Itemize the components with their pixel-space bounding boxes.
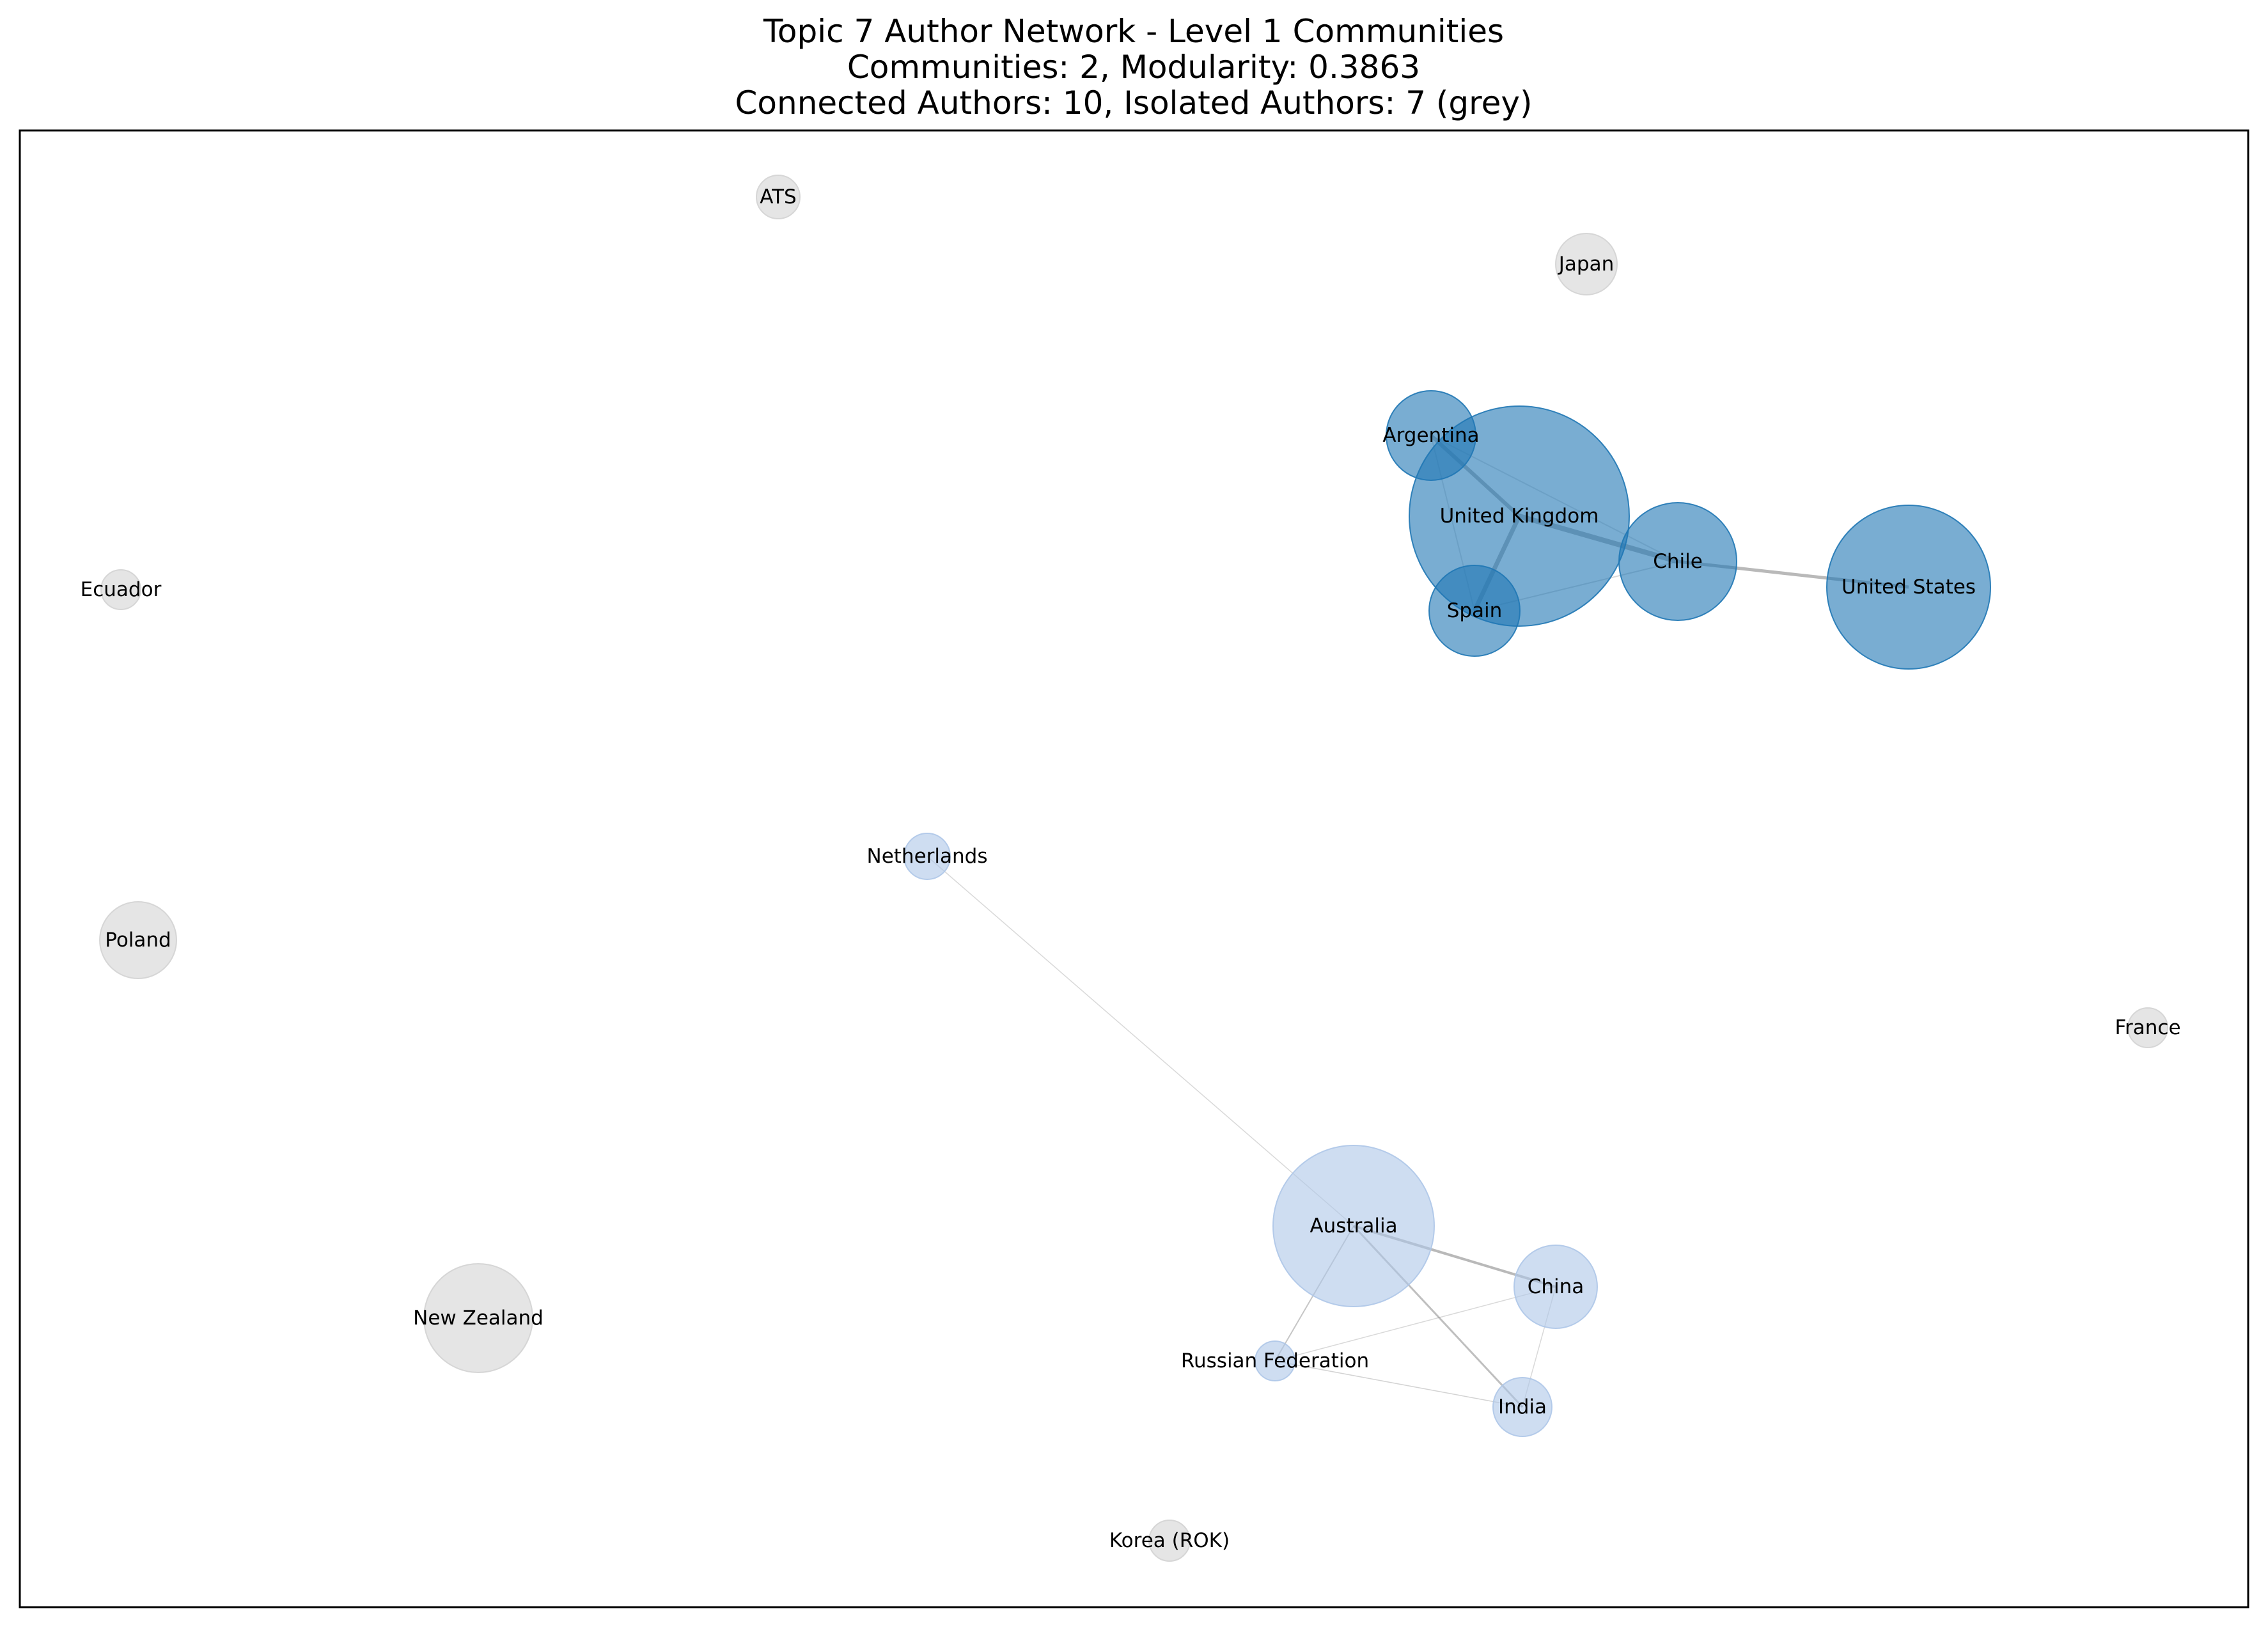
node-label-united-kingdom: United Kingdom	[1440, 505, 1599, 528]
title-line-3: Connected Authors: 10, Isolated Authors:…	[735, 84, 1533, 122]
node-ecuador[interactable]	[100, 569, 141, 610]
node-label-netherlands: Netherlands	[867, 845, 988, 868]
node-label-spain: Spain	[1447, 599, 1503, 622]
node-korea-rok[interactable]	[1148, 1520, 1191, 1562]
node-russian-federation[interactable]	[1255, 1340, 1295, 1381]
node-india[interactable]	[1492, 1377, 1552, 1437]
nodes-layer	[99, 175, 2168, 1562]
node-france[interactable]	[2127, 1007, 2168, 1048]
node-poland[interactable]	[99, 901, 177, 979]
node-label-france: France	[2115, 1016, 2180, 1039]
plot-frame	[19, 129, 2249, 1608]
node-label-india: India	[1498, 1395, 1547, 1419]
title-line-2: Communities: 2, Modularity: 0.3863	[847, 49, 1420, 86]
node-label-chile: Chile	[1653, 550, 1703, 573]
node-new-zealand[interactable]	[423, 1263, 533, 1373]
node-label-australia: Australia	[1310, 1214, 1397, 1238]
node-label-china: China	[1528, 1275, 1584, 1298]
node-netherlands[interactable]	[903, 833, 951, 880]
node-label-korea-rok: Korea (ROK)	[1109, 1529, 1230, 1552]
edge-russian-federation-india	[1274, 1360, 1523, 1408]
edge-china-russian-federation	[1274, 1286, 1556, 1362]
labels-layer: ATS Japan Argentina United Kingdom Chile Unit…	[81, 185, 2181, 1552]
node-china[interactable]	[1513, 1245, 1598, 1329]
node-label-russian-federation: Russian Federation	[1181, 1349, 1369, 1372]
node-label-ats: ATS	[760, 185, 796, 208]
node-chile[interactable]	[1618, 502, 1737, 621]
chart-title: Topic 7 Author Network - Level 1 Communi…	[735, 13, 1533, 122]
node-label-new-zealand: New Zealand	[413, 1307, 544, 1330]
node-ats[interactable]	[756, 175, 801, 219]
node-united-states[interactable]	[1826, 505, 1991, 670]
edge-netherlands-australia	[927, 856, 1354, 1227]
node-label-argentina: Argentina	[1382, 424, 1479, 447]
node-australia[interactable]	[1272, 1145, 1435, 1307]
title-line-1: Topic 7 Author Network - Level 1 Communi…	[763, 13, 1504, 50]
node-label-united-states: United States	[1842, 576, 1976, 599]
node-spain[interactable]	[1428, 565, 1521, 657]
node-label-ecuador: Ecuador	[81, 578, 162, 601]
node-label-poland: Poland	[105, 929, 171, 952]
node-japan[interactable]	[1555, 233, 1618, 295]
node-label-japan: Japan	[1558, 253, 1614, 276]
